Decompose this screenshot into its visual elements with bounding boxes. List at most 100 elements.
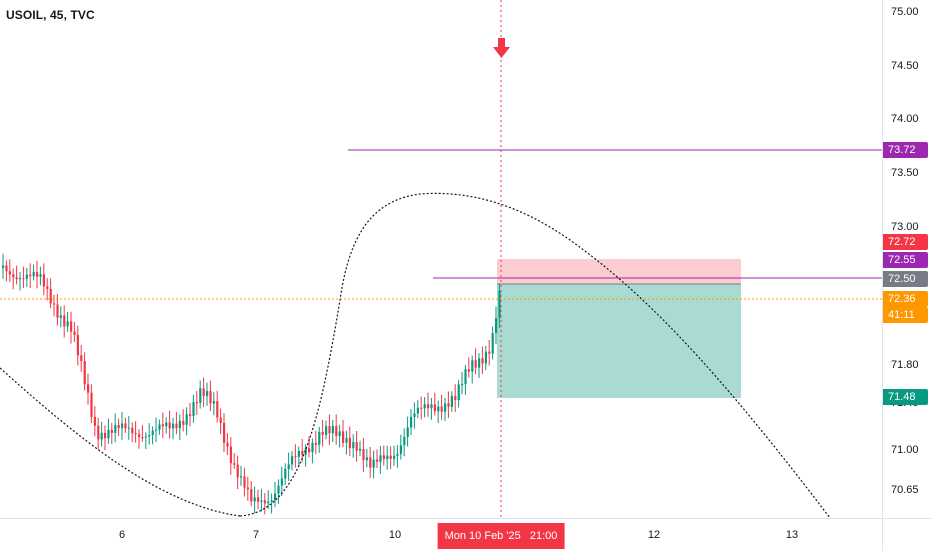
candle-body: [90, 392, 93, 417]
candle-body: [471, 360, 474, 372]
price-tick: 73.00: [891, 221, 919, 233]
candle-body: [352, 441, 355, 449]
candle-body: [440, 406, 443, 412]
candle-body: [270, 500, 273, 502]
candle-body: [12, 274, 15, 278]
candle-body: [263, 500, 266, 504]
candle-body: [410, 416, 413, 428]
candle-body: [294, 456, 297, 458]
candle-body: [131, 427, 134, 434]
candle-body: [226, 442, 229, 447]
candle-body: [342, 431, 345, 443]
candle-body: [274, 493, 277, 501]
candle-body: [260, 500, 263, 502]
candle-body: [209, 391, 212, 404]
axis-corner: [882, 518, 932, 551]
candle-body: [76, 334, 79, 356]
time-tick: 10: [388, 529, 402, 541]
candle-body: [488, 351, 491, 354]
take-profit-zone: [497, 284, 741, 398]
candle-body: [359, 448, 362, 451]
candle-body: [301, 451, 304, 455]
candle-body: [42, 274, 45, 287]
candle-body: [117, 425, 120, 429]
price-axis[interactable]: 75.00 74.50 74.00 73.50 73.00 71.80 71.4…: [882, 0, 932, 518]
candle-body: [311, 442, 314, 453]
candle-body: [59, 315, 62, 318]
candle-body: [467, 369, 470, 372]
candle-body: [427, 404, 430, 409]
candle-body: [66, 321, 69, 327]
chart-pane[interactable]: USOIL, 45, TVC: [0, 0, 882, 518]
candle-body: [318, 431, 321, 445]
candle-body: [29, 274, 32, 277]
price-tag-level: 72.55: [883, 252, 928, 268]
price-tag-target: 71.48: [883, 389, 928, 405]
candle-body: [151, 430, 154, 436]
candle-body: [172, 423, 175, 429]
candle-body: [36, 271, 39, 277]
candle-body: [124, 423, 127, 429]
candle-body: [396, 453, 399, 456]
candle-body: [39, 274, 42, 277]
candle-body: [178, 420, 181, 429]
candle-body: [229, 446, 232, 464]
candle-body: [495, 318, 498, 334]
candle-body: [423, 404, 426, 409]
candle-body: [386, 455, 389, 460]
candle-body: [155, 429, 158, 431]
price-tick: 75.00: [891, 6, 919, 18]
candle-body: [450, 396, 453, 407]
price-tick: 74.50: [891, 60, 919, 72]
price-tick: 70.65: [891, 484, 919, 496]
candle-body: [240, 476, 243, 478]
curve-drawing-left[interactable]: [0, 367, 241, 517]
candle-body: [243, 476, 246, 488]
candle-body: [223, 422, 226, 443]
candle-body: [8, 271, 11, 275]
candle-body: [461, 383, 464, 385]
candle-body: [22, 278, 25, 280]
candle-body: [185, 414, 188, 425]
candle-body: [70, 321, 73, 332]
candle-body: [15, 277, 18, 280]
candle-body: [175, 423, 178, 429]
candle-body: [464, 369, 467, 384]
price-tick: 71.80: [891, 359, 919, 371]
candle-body: [25, 274, 28, 279]
candle-body: [5, 265, 8, 272]
candle-body: [233, 463, 236, 465]
curve-drawing-right[interactable]: [239, 192, 831, 518]
price-tag-stop: 72.72: [883, 234, 928, 250]
candle-body: [168, 422, 171, 429]
price-chart[interactable]: [0, 0, 882, 518]
candle-body: [56, 304, 59, 318]
candle-body: [403, 436, 406, 446]
candle-body: [2, 265, 5, 268]
candle-body: [372, 459, 375, 468]
symbol-label[interactable]: USOIL, 45, TVC: [6, 8, 95, 22]
candle-body: [297, 451, 300, 457]
candle-body: [321, 431, 324, 435]
price-tick: 73.50: [891, 167, 919, 179]
candle-body: [206, 391, 209, 397]
candle-body: [144, 436, 147, 438]
candle-body: [253, 497, 256, 502]
candle-body: [338, 431, 341, 436]
candle-body: [134, 433, 137, 435]
candle-body: [481, 358, 484, 364]
candle-body: [161, 424, 164, 427]
candle-body: [46, 286, 49, 289]
price-tick: 74.00: [891, 113, 919, 125]
candle-body: [138, 433, 141, 438]
price-tag-current: 72.36: [883, 291, 928, 307]
candle-body: [257, 497, 260, 502]
candle-body: [49, 288, 52, 304]
time-axis[interactable]: 6 7 10 12 13 Mon 10 Feb '25 21:00: [0, 518, 882, 551]
candle-body: [484, 351, 487, 364]
candle-body: [454, 396, 457, 401]
time-tick: 7: [252, 529, 260, 541]
candle-body: [433, 404, 436, 412]
candle-body: [348, 437, 351, 449]
candle-body: [399, 445, 402, 454]
